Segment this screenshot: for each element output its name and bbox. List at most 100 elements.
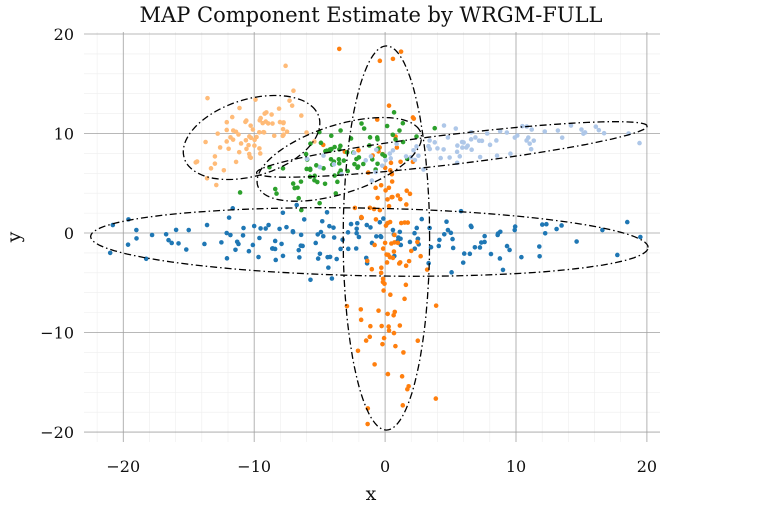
component-4-point bbox=[403, 154, 409, 159]
component-5-point bbox=[208, 166, 214, 171]
component-5-point bbox=[257, 151, 263, 156]
component-2-point bbox=[404, 202, 409, 207]
component-4-point bbox=[363, 158, 369, 163]
component-2-point bbox=[403, 282, 409, 288]
component-2-point bbox=[433, 303, 439, 308]
component-4-point bbox=[387, 151, 393, 156]
component-2-point bbox=[403, 263, 409, 269]
component-5-point bbox=[276, 106, 282, 111]
component-1-point bbox=[460, 260, 466, 265]
component-1-point bbox=[624, 219, 630, 225]
component-1-point bbox=[324, 210, 330, 215]
component-2-point bbox=[367, 205, 373, 211]
component-1-point bbox=[298, 232, 304, 238]
component-4-point bbox=[438, 155, 443, 161]
component-5-point bbox=[205, 95, 210, 101]
component-4-point bbox=[426, 143, 431, 149]
ellipse-1 bbox=[89, 207, 649, 277]
component-3-point bbox=[274, 191, 279, 196]
minor-gridlines bbox=[84, 32, 660, 442]
x-tick-label: −10 bbox=[237, 457, 271, 476]
component-3-point bbox=[333, 191, 339, 196]
component-1-point bbox=[450, 236, 455, 242]
component-4-point bbox=[441, 123, 447, 128]
component-2-point bbox=[386, 328, 392, 333]
component-2-point bbox=[389, 179, 395, 184]
component-1-point bbox=[226, 215, 232, 220]
component-ellipses bbox=[89, 45, 649, 431]
component-1-point bbox=[444, 219, 449, 224]
component-2-point bbox=[385, 197, 390, 202]
component-5-point bbox=[277, 119, 283, 125]
component-1-point bbox=[458, 208, 464, 214]
component-1-point bbox=[318, 229, 324, 235]
component-4-point bbox=[390, 148, 396, 153]
component-2-point bbox=[402, 296, 407, 302]
component-3-point bbox=[336, 156, 342, 162]
component-5-point bbox=[212, 154, 218, 159]
component-5-point bbox=[289, 103, 295, 108]
component-3-point bbox=[341, 158, 347, 163]
component-3-point bbox=[280, 166, 286, 171]
component-1-point bbox=[166, 237, 171, 243]
component-4-point bbox=[555, 128, 561, 133]
component-5-point bbox=[236, 149, 242, 155]
component-2-point bbox=[384, 252, 389, 257]
component-2-point bbox=[364, 258, 370, 264]
component-1-point bbox=[224, 256, 230, 261]
component-2-point bbox=[382, 240, 388, 246]
component-4-point bbox=[427, 138, 432, 143]
component-1-point bbox=[600, 227, 605, 233]
component-2-point bbox=[392, 240, 397, 245]
component-2-point bbox=[383, 188, 388, 193]
x-tick-labels: −20 −10 0 10 20 bbox=[106, 457, 657, 476]
component-2-point bbox=[372, 362, 377, 367]
component-1-point bbox=[374, 234, 379, 239]
component-2-point bbox=[406, 383, 411, 389]
component-5-point bbox=[252, 137, 257, 143]
component-4-point bbox=[494, 153, 500, 159]
component-3-point bbox=[299, 207, 304, 213]
component-3-point bbox=[390, 132, 396, 138]
component-5-point bbox=[281, 132, 286, 137]
component-1-point bbox=[317, 251, 323, 257]
component-1-point bbox=[449, 270, 454, 275]
component-4-point bbox=[527, 141, 532, 146]
component-1-point bbox=[445, 227, 451, 233]
x-axis-label: x bbox=[366, 483, 377, 505]
component-3-point bbox=[361, 126, 367, 131]
component-2-point bbox=[390, 56, 396, 62]
component-1-point bbox=[448, 230, 454, 236]
component-1-point bbox=[468, 223, 474, 229]
component-2-point bbox=[359, 215, 365, 221]
component-1-point bbox=[277, 226, 282, 232]
component-1-point bbox=[280, 253, 286, 259]
component-1-point bbox=[270, 246, 276, 251]
component-1-point bbox=[467, 251, 473, 257]
component-5-point bbox=[304, 130, 309, 135]
component-5-point bbox=[247, 134, 252, 139]
component-2-point bbox=[393, 343, 398, 349]
component-5-point bbox=[269, 112, 274, 117]
component-4-point bbox=[453, 126, 459, 131]
component-4-point bbox=[411, 147, 416, 153]
component-1-point bbox=[512, 227, 517, 233]
component-3-point bbox=[237, 190, 243, 195]
component-3-point bbox=[335, 179, 340, 185]
component-5-point bbox=[270, 121, 275, 126]
component-5-point bbox=[221, 168, 227, 173]
component-2-point bbox=[369, 266, 375, 272]
component-1-point bbox=[427, 225, 432, 231]
y-tick-label: −20 bbox=[40, 423, 74, 442]
component-2-point bbox=[363, 338, 369, 343]
component-4-point bbox=[445, 135, 451, 140]
component-1-point bbox=[512, 224, 518, 229]
component-4-point bbox=[494, 138, 499, 143]
component-1-point bbox=[315, 232, 321, 237]
component-1-point bbox=[301, 217, 307, 222]
component-1-point bbox=[348, 221, 354, 227]
component-4-point bbox=[457, 154, 463, 159]
component-2-point bbox=[406, 258, 412, 264]
component-1-point bbox=[183, 247, 189, 252]
component-3-point bbox=[272, 186, 278, 192]
